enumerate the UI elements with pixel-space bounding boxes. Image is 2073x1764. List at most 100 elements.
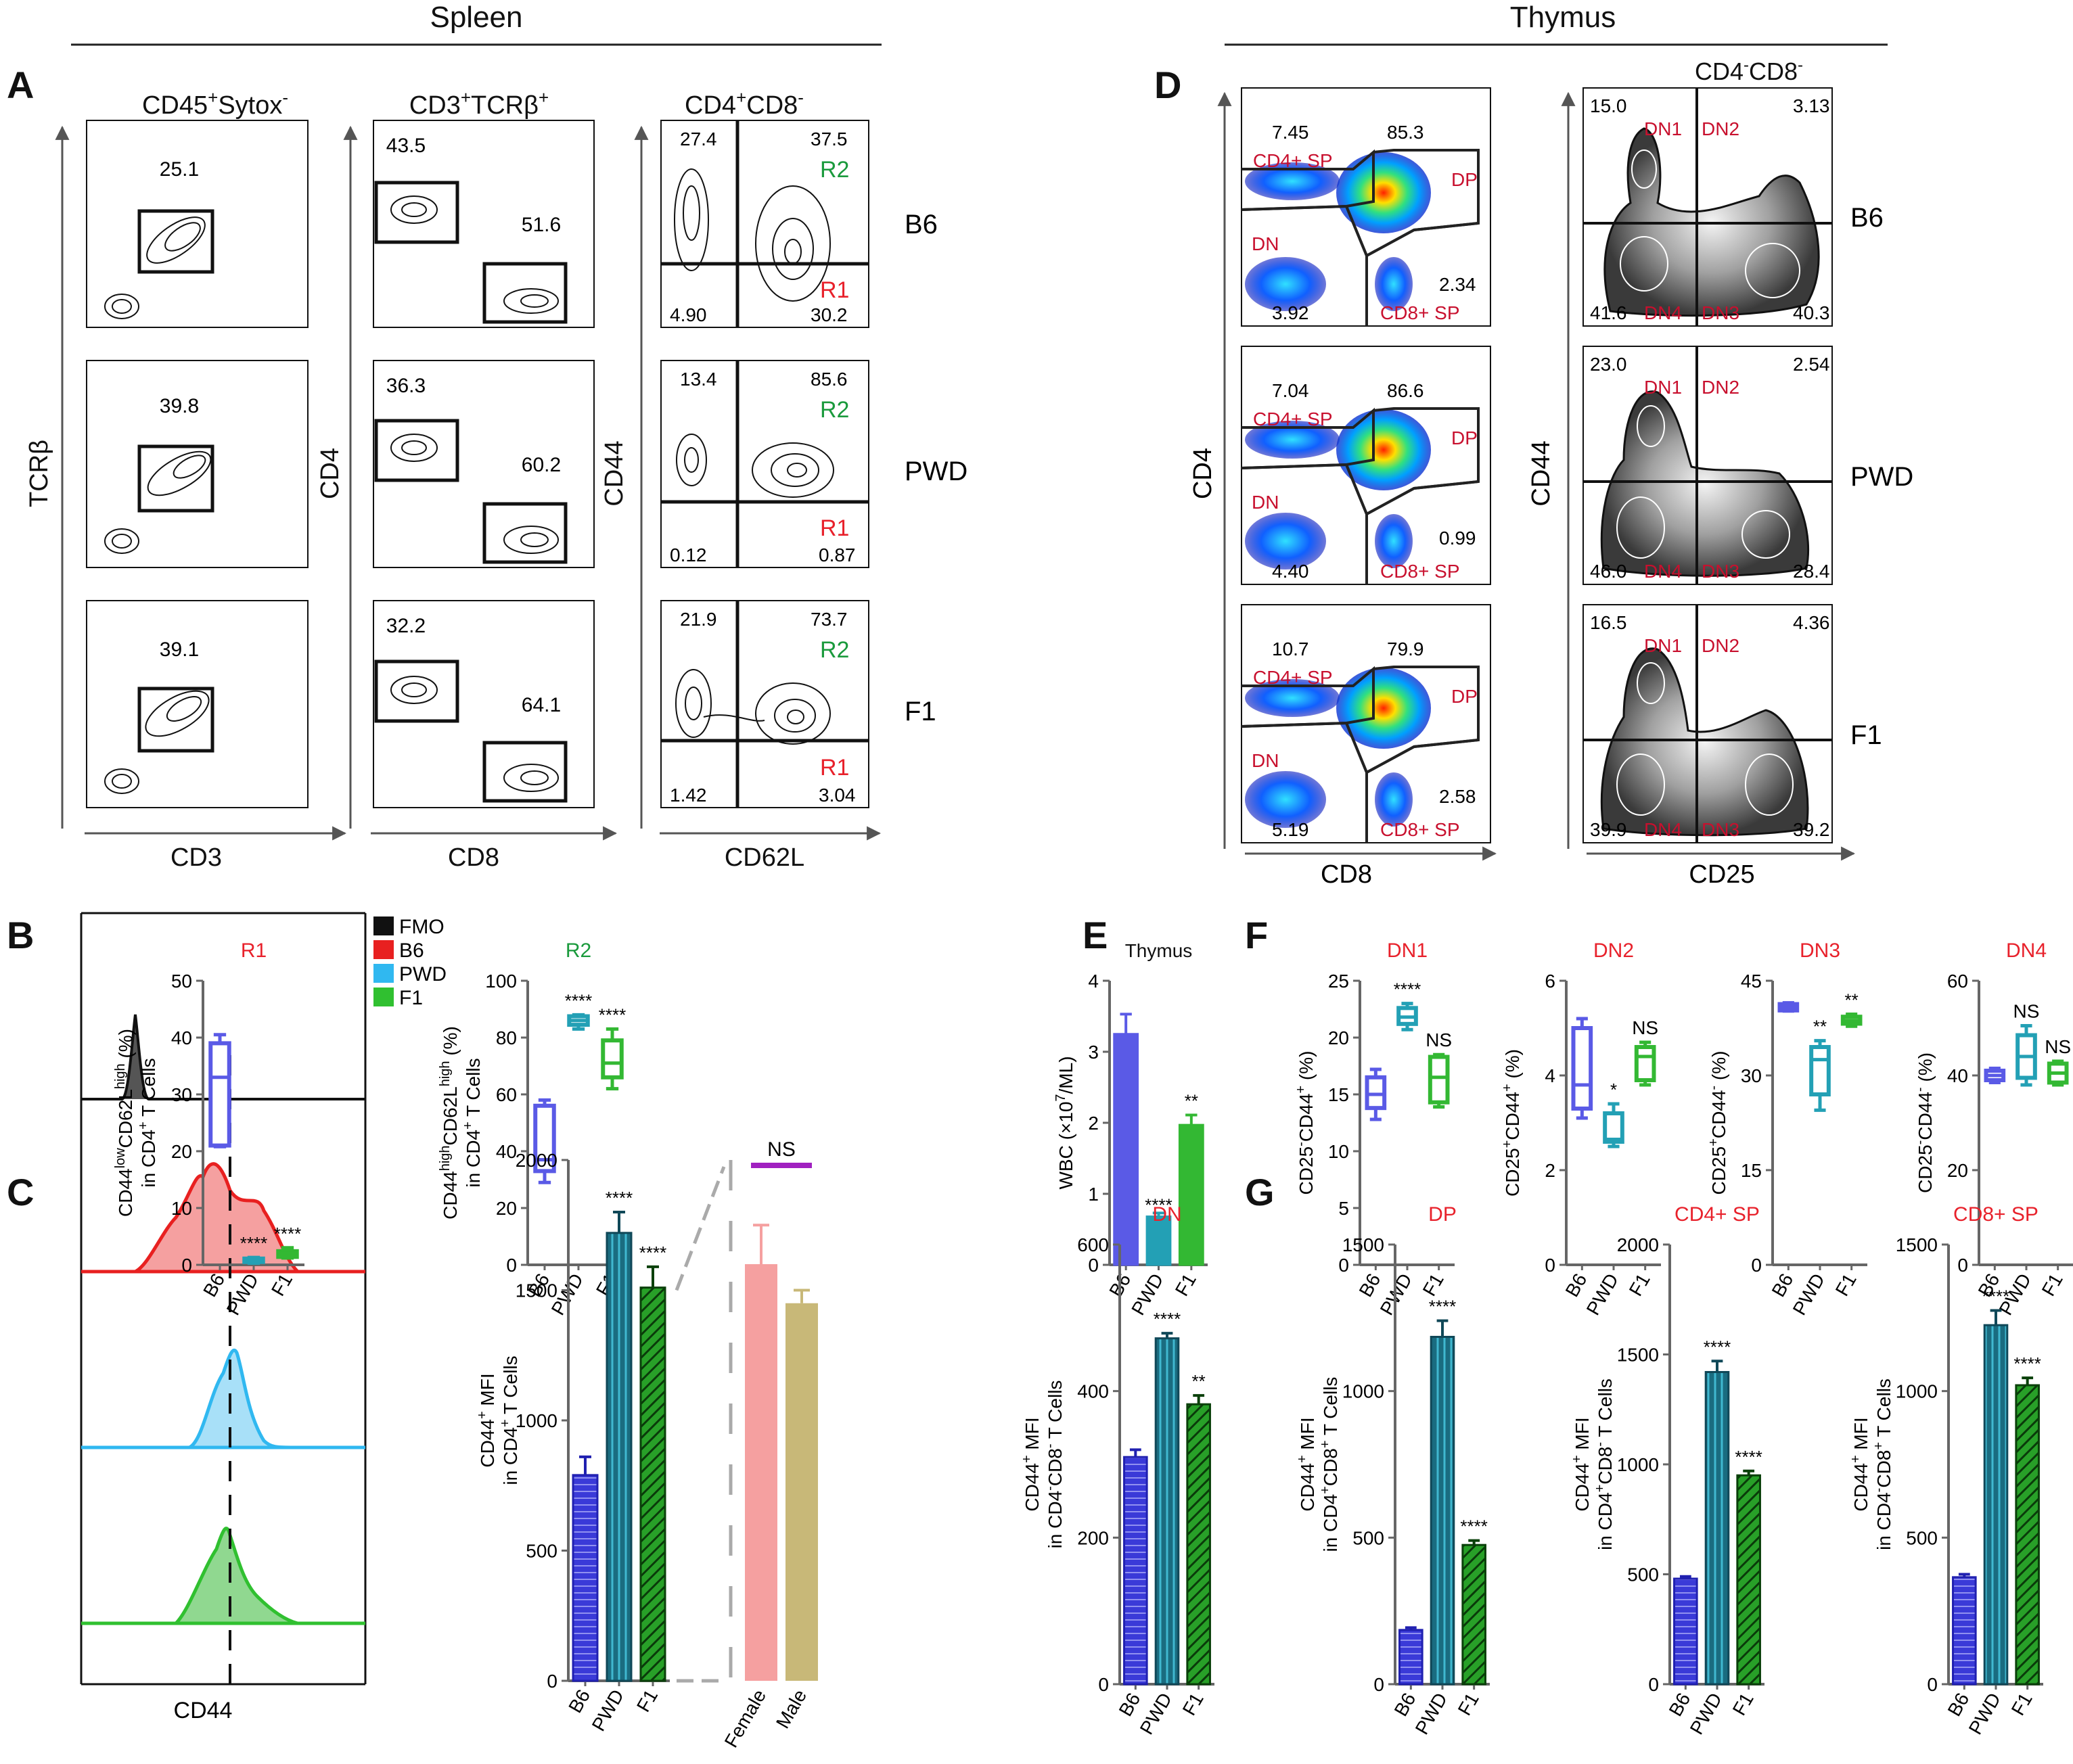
d-f1-dn2-value: 4.36 [1793,612,1830,633]
y-tick-label: 15 [1741,1160,1762,1181]
d-b6-cd8sp-cloud [1375,257,1413,311]
y-axis-label: CD25+CD44+ (%) [1500,1049,1523,1197]
chart-title: DP [1428,1203,1457,1226]
a-f1-cd4-value: 32.2 [386,615,426,637]
a-f1-cd4-gate [374,659,459,723]
box-b6 [1365,1075,1387,1111]
y-axis-label: CD44+ MFI [1848,1417,1871,1511]
significance-label: **** [565,990,592,1011]
significance-label: **** [606,1188,633,1208]
zoom-connector-top [675,1166,726,1291]
d-f1-dn1-label: DN1 [1644,635,1682,656]
d-pwd-dp-value: 86.6 [1387,380,1424,401]
x-tick-label: PWD [1136,1690,1177,1738]
significance-label: **** [639,1243,666,1263]
a-f1-r2: R2 [820,637,849,663]
y-tick-label: 15 [1328,1084,1349,1105]
bar-f1 [1736,1474,1761,1686]
section-thymus-title: Thymus [1510,1,1616,34]
y-tick-label: 60 [1947,971,1968,992]
significance-label: ** [1185,1090,1198,1111]
d-col2-ylabel: CD44 [1527,440,1555,506]
d-col2-xlabel: CD25 [1689,860,1754,889]
d-b6-density-core1 [1620,236,1668,292]
box-b6 [208,1041,231,1148]
c-hist-pwd [81,1348,365,1449]
x-tick-label: B6 [1562,1270,1591,1301]
section-spleen-title: Spleen [430,1,522,34]
d-col2-title: CD4-CD8- [1695,56,1803,85]
d-pwd-density [1600,390,1810,577]
x-tick-label: B6 [564,1686,594,1717]
y-tick-label: 45 [1741,971,1762,992]
d-b6-density-core2 [1745,243,1800,298]
a-pwd-q-lr: 0.87 [819,544,856,565]
legend-pwd-swatch [373,964,394,983]
d-f1-cd4sp-label: CD4+ SP [1253,667,1333,688]
a-b6-q-lr: 30.2 [811,304,848,325]
box-pwd [1603,1111,1624,1144]
y-tick-label: 20 [496,1198,517,1219]
a-col2-xlabel: CD8 [448,843,499,872]
a-col3-xlabel: CD62L [725,843,804,872]
y-axis-label-2: in CD4+ T Cells [498,1355,521,1485]
d-pwd-dn4-value: 46.0 [1590,561,1627,582]
panel-c-histogram: CD44 FMO B6 PWD F1 [80,912,447,1723]
bar-pwd [1983,1324,2009,1686]
x-tick-label: Female [721,1686,771,1751]
x-tick-label: PWD [1411,1690,1452,1738]
d-pwd-cd4sp-cloud [1245,421,1340,459]
d-pwd-cd8sp-label: CD8+ SP [1380,561,1460,582]
chart-title: R2 [566,939,591,962]
d-col1-ylabel: CD4 [1189,448,1217,499]
y-axis-label: CD44+ MFI [1295,1417,1318,1511]
d-f1-dp-value: 79.9 [1387,639,1424,659]
y-tick-label: 1000 [1617,1454,1659,1475]
y-tick-label: 1500 [1617,1345,1659,1366]
panel-letter-e: E [1083,914,1108,956]
y-axis-label: CD25-CD44+ (%) [1294,1051,1317,1195]
d-f1-density-core3 [1637,662,1665,704]
d-b6-cd8sp-value: 2.34 [1439,274,1476,295]
a-pwd-q-ur: 85.6 [811,369,848,390]
d-f1-dn3-label: DN3 [1702,819,1739,840]
significance-label: ** [1192,1371,1206,1391]
d-f1-cd4sp-cloud [1245,679,1340,717]
bar-male [785,1303,818,1681]
y-tick-label: 20 [1947,1160,1968,1181]
d-pwd-gates [1241,407,1480,584]
y-axis-label: CD25+CD44- (%) [1706,1051,1729,1195]
a-b6-col1-contours [104,216,206,319]
y-axis-label-2: in CD4-CD8+ T Cells [1871,1378,1894,1550]
d-b6-dp-value: 85.3 [1387,122,1424,143]
bar-b6 [1952,1576,1977,1686]
d-b6-dn1-value: 15.0 [1590,95,1627,116]
x-tick-label: B6 [1768,1270,1798,1301]
y-tick-label: 0 [181,1255,192,1276]
y-tick-label: 30 [1741,1065,1762,1086]
significance-label: ** [1845,990,1859,1010]
a-col1-title: CD45+Sytox- [142,87,288,120]
a-pwd-tcr-gate [137,444,214,513]
a-col2-ylabel: CD4 [316,448,344,499]
a-f1-col3-contours [675,669,831,745]
a-pwd-col1-plot [86,360,309,568]
a-row-f1: 39.1 32.2 64.1 21.9 73.7 R2 R1 1.42 [86,600,936,808]
bar-pwd [606,1232,633,1682]
x-tick-label: F1 [1831,1270,1861,1300]
chart-title: DN2 [1593,939,1634,962]
a-b6-tcr-gate-value: 25.1 [160,158,199,181]
a-f1-col2-contours [390,676,559,792]
significance-label: **** [274,1224,301,1244]
a-col3-ylabel: CD44 [600,440,629,506]
d-b6-dn4-label: DN4 [1644,302,1682,323]
panel-letter-d: D [1154,64,1181,106]
panel-a: CD45+Sytox- CD3+TCRβ+ CD4+CD8- TCRβ CD3 … [25,87,967,872]
d-pwd-dn2-label: DN2 [1702,377,1739,398]
c-hist-xlabel: CD44 [174,1698,233,1723]
significance-label: NS [1426,1029,1452,1050]
chart-title: DN4 [2006,939,2047,962]
